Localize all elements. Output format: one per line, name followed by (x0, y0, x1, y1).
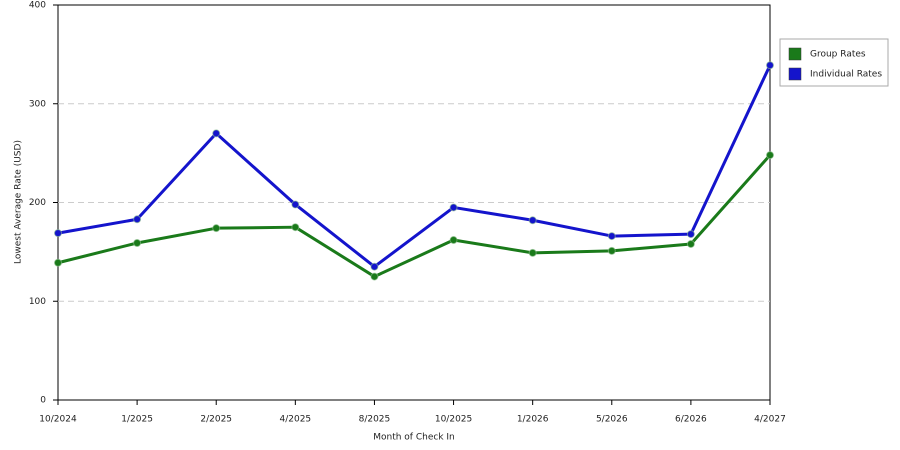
data-point (212, 224, 221, 233)
y-tick-label: 200 (29, 198, 46, 208)
data-point (528, 248, 537, 257)
x-tick-label: 10/2025 (435, 415, 472, 425)
x-tick-label: 4/2027 (754, 415, 786, 425)
x-axis-label: Month of Check In (373, 433, 455, 443)
data-point (54, 258, 62, 267)
y-tick-label: 0 (40, 396, 46, 406)
data-point (528, 216, 537, 225)
series-line (57, 64, 772, 269)
data-point (607, 232, 616, 241)
legend-label: Individual Rates (810, 70, 882, 80)
x-tick-label: 1/2026 (517, 415, 549, 425)
legend-label: Group Rates (810, 50, 866, 60)
x-tick-label: 8/2025 (359, 415, 391, 425)
y-tick-label: 400 (29, 1, 46, 11)
data-point (212, 129, 221, 138)
x-tick-label: 2/2025 (200, 415, 232, 425)
data-point (766, 61, 774, 70)
data-point (370, 262, 379, 271)
data-point (54, 229, 62, 238)
data-point (686, 239, 695, 248)
y-axis-label: Lowest Average Rate (USD) (14, 140, 24, 264)
data-point (291, 223, 300, 232)
data-point (291, 200, 300, 209)
x-tick-label: 5/2026 (596, 415, 628, 425)
data-point (766, 151, 774, 160)
data-point (133, 215, 142, 224)
data-point (686, 230, 695, 239)
data-point (133, 238, 142, 247)
x-tick-label: 4/2025 (279, 415, 311, 425)
legend-swatch (788, 47, 802, 61)
x-tick-label: 10/2024 (39, 415, 77, 425)
y-tick-label: 100 (29, 297, 46, 307)
data-point (607, 246, 616, 255)
x-tick-label: 6/2026 (675, 415, 707, 425)
data-point (449, 236, 458, 245)
legend-swatch (788, 67, 802, 81)
y-tick-label: 300 (29, 99, 46, 109)
x-tick-label: 1/2025 (121, 415, 153, 425)
data-point (449, 203, 458, 212)
data-point (370, 272, 379, 281)
series-line (57, 154, 772, 279)
